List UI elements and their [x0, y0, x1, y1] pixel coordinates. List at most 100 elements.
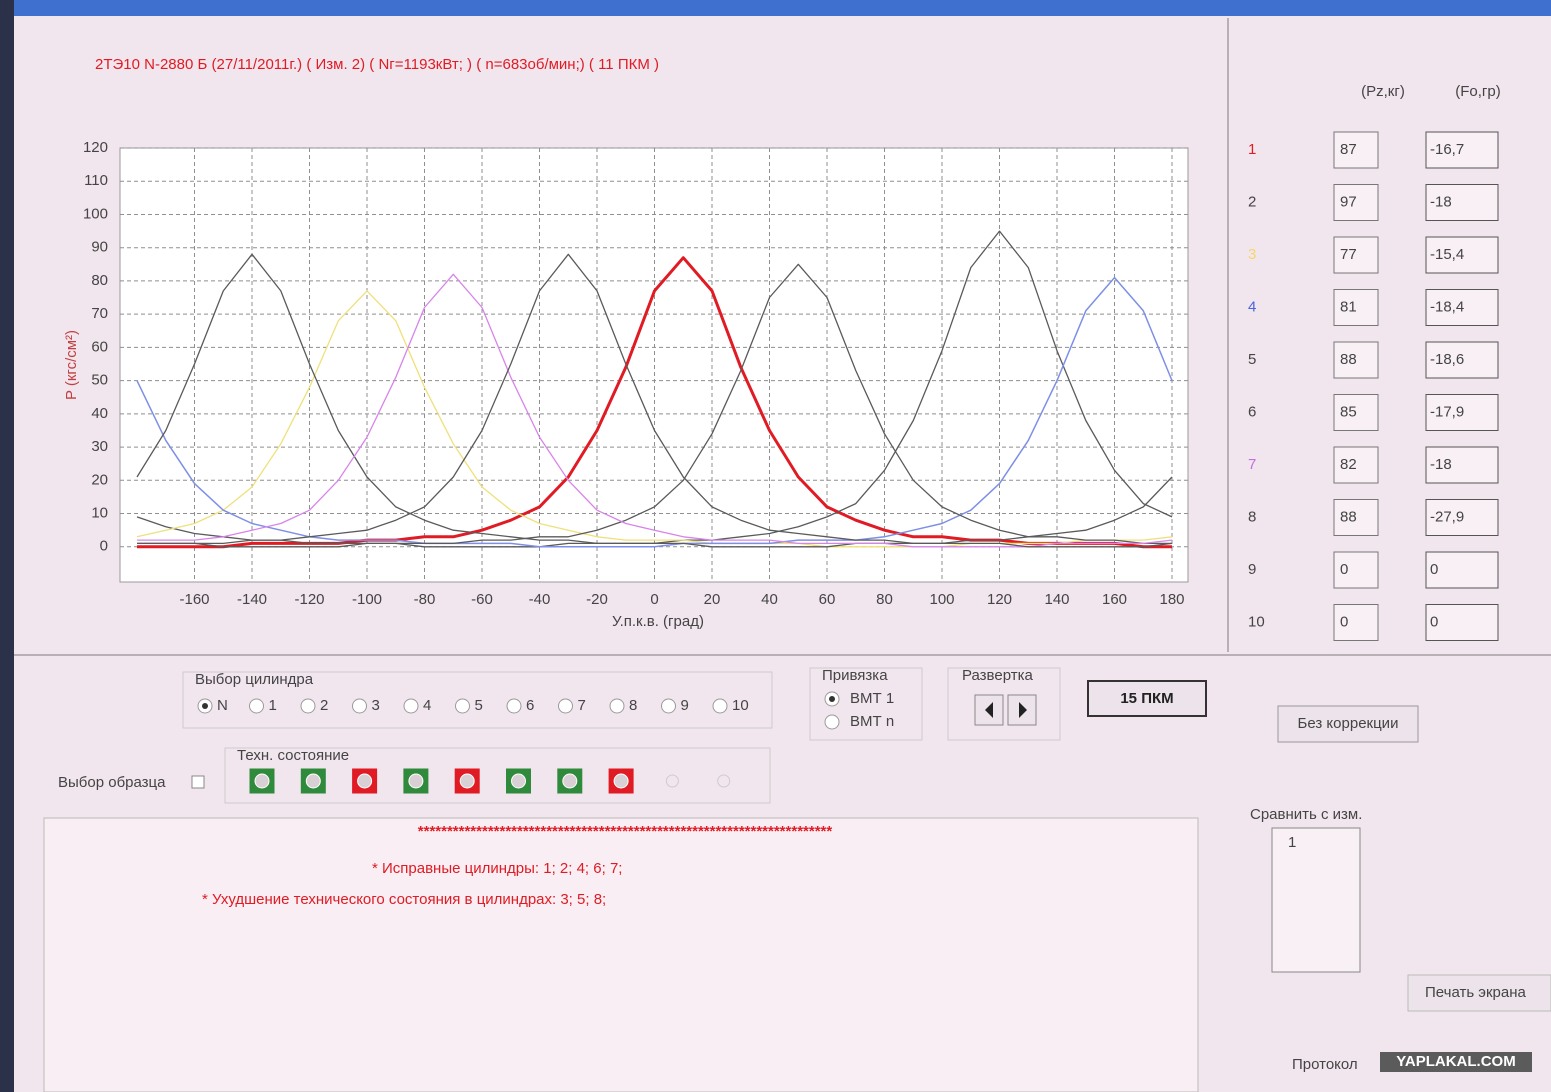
radio-button[interactable]	[455, 698, 470, 714]
mode-button-label[interactable]: 15 ПКМ	[1120, 690, 1173, 707]
data-line	[137, 253, 1173, 548]
mode-button[interactable]	[1087, 680, 1207, 717]
state-indicator-dot	[613, 773, 629, 789]
fo-value: -18	[1430, 193, 1452, 210]
screen-bezel	[0, 0, 14, 1092]
pz-box	[1333, 446, 1379, 484]
state-indicator-dot	[408, 773, 424, 789]
x-tick-label: 120	[987, 591, 1012, 608]
radio-label[interactable]: 7	[578, 697, 586, 714]
group-box	[182, 671, 773, 729]
x-tick-label: 140	[1044, 591, 1069, 608]
x-tick-label: -140	[237, 591, 267, 608]
fo-box	[1425, 236, 1499, 274]
radio-label[interactable]: 3	[372, 697, 380, 714]
pz-box	[1333, 551, 1379, 589]
report-line: * Ухудшение технического состояния в цил…	[202, 891, 606, 908]
radio-label[interactable]: 2	[320, 697, 328, 714]
x-tick-label: 40	[761, 591, 778, 608]
radio-button[interactable]	[712, 698, 728, 714]
compare-item[interactable]: 1	[1288, 834, 1296, 851]
radio-button[interactable]	[352, 698, 367, 714]
x-axis-label: У.п.к.в. (град)	[612, 613, 704, 630]
radio-label[interactable]: 10	[732, 697, 749, 714]
radio-label[interactable]: ВМТ 1	[850, 690, 894, 707]
state-indicator-empty	[717, 774, 731, 788]
sample-select-label: Выбор образца	[58, 774, 166, 791]
radio-label[interactable]: N	[217, 697, 228, 714]
y-tick-label: 20	[91, 471, 108, 488]
radio-label[interactable]: 8	[629, 697, 637, 714]
cylinder-number: 7	[1248, 456, 1256, 473]
y-tick-label: 30	[91, 438, 108, 455]
radio-label[interactable]: 6	[526, 697, 534, 714]
radio-dot	[829, 696, 835, 702]
x-tick-label: -40	[529, 591, 551, 608]
fo-value: -16,7	[1430, 141, 1464, 158]
cylinder-number: 3	[1248, 246, 1256, 263]
state-indicator-empty	[665, 774, 679, 788]
radio-button[interactable]	[506, 698, 522, 714]
pz-box	[1333, 341, 1379, 379]
x-tick-label: -100	[352, 591, 382, 608]
radio-label[interactable]: 4	[423, 697, 431, 714]
protocol-button-label[interactable]: Протокол	[1292, 1056, 1358, 1073]
state-indicator-dot	[562, 773, 578, 789]
fo-value: -27,9	[1430, 508, 1464, 525]
pz-box	[1333, 131, 1379, 169]
pz-value: 77	[1340, 246, 1357, 263]
radio-button[interactable]	[249, 698, 264, 714]
pz-value: 0	[1340, 613, 1348, 630]
print-button[interactable]	[1407, 974, 1551, 1012]
x-tick-label: 80	[876, 591, 893, 608]
watermark: YAPLAKAL.COM	[1396, 1053, 1515, 1070]
fo-value: -15,4	[1430, 246, 1464, 263]
fo-box	[1425, 551, 1499, 589]
pz-box	[1333, 499, 1379, 536]
radio-label[interactable]: ВМТ n	[850, 713, 894, 730]
watermark-bg	[1380, 1052, 1532, 1072]
sample-checkbox[interactable]	[191, 775, 205, 789]
pz-value: 97	[1340, 193, 1357, 210]
x-tick-label: -160	[179, 591, 209, 608]
radio-button[interactable]	[300, 698, 316, 714]
radio-button[interactable]	[824, 714, 840, 730]
radio-label[interactable]: 5	[475, 697, 483, 714]
y-tick-label: 100	[83, 205, 108, 222]
radio-button[interactable]	[403, 698, 419, 714]
pz-value: 82	[1340, 456, 1357, 473]
pz-value: 85	[1340, 403, 1357, 420]
cylinder-number: 8	[1248, 508, 1256, 525]
radio-button[interactable]	[558, 698, 573, 714]
radio-label[interactable]: 9	[681, 697, 689, 714]
fo-value: -17,9	[1430, 403, 1464, 420]
compare-list[interactable]	[1271, 827, 1361, 973]
arrow-button[interactable]	[974, 694, 1004, 726]
cylinder-number: 5	[1248, 351, 1256, 368]
print-button-label[interactable]: Печать экрана	[1425, 984, 1526, 1001]
correction-button[interactable]	[1277, 705, 1419, 743]
group-box	[809, 667, 923, 741]
correction-button-label[interactable]: Без коррекции	[1298, 715, 1399, 732]
radio-button[interactable]	[661, 698, 676, 714]
state-indicator-dot	[459, 773, 475, 789]
x-tick-label: 0	[650, 591, 658, 608]
cylinder-number: 4	[1248, 298, 1256, 315]
fo-value: -18,4	[1430, 298, 1464, 315]
fo-box	[1425, 184, 1499, 221]
radio-label[interactable]: 1	[269, 697, 277, 714]
state-indicator	[352, 768, 378, 794]
radio-button[interactable]	[609, 698, 625, 714]
group-label: Привязка	[822, 667, 888, 684]
fo-box	[1425, 289, 1499, 326]
pz-value: 0	[1340, 561, 1348, 578]
group-label: Техн. состояние	[237, 747, 349, 764]
arrow-icon	[1019, 702, 1027, 718]
cylinder-number: 10	[1248, 613, 1265, 630]
fo-value: -18	[1430, 456, 1452, 473]
pz-box	[1333, 289, 1379, 326]
title-bar	[0, 0, 1551, 16]
